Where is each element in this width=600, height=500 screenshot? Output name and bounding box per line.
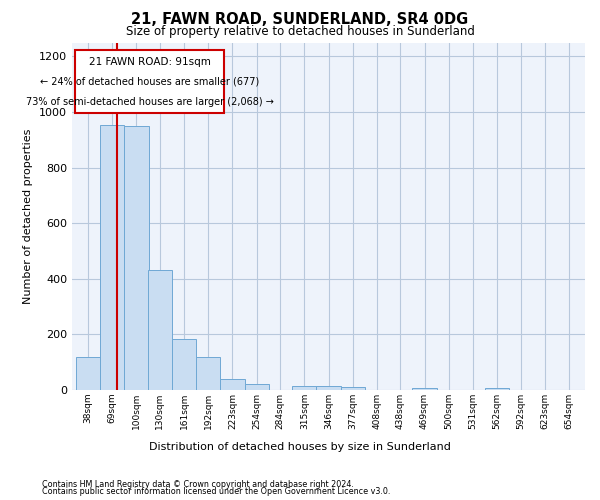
Bar	[292, 386, 316, 390]
Bar	[196, 356, 220, 390]
Text: ← 24% of detached houses are smaller (677): ← 24% of detached houses are smaller (67…	[40, 77, 259, 87]
Bar	[172, 339, 196, 390]
Text: Distribution of detached houses by size in Sunderland: Distribution of detached houses by size …	[149, 442, 451, 452]
Bar	[245, 384, 269, 390]
Bar	[76, 356, 100, 390]
Text: 21, FAWN ROAD, SUNDERLAND, SR4 0DG: 21, FAWN ROAD, SUNDERLAND, SR4 0DG	[131, 12, 469, 28]
Bar	[485, 388, 509, 390]
Text: 73% of semi-detached houses are larger (2,068) →: 73% of semi-detached houses are larger (…	[26, 97, 274, 107]
Bar	[316, 386, 341, 390]
Bar	[220, 379, 245, 390]
Bar	[341, 387, 365, 390]
Bar	[412, 388, 437, 390]
Bar	[124, 126, 149, 390]
Text: Contains HM Land Registry data © Crown copyright and database right 2024.: Contains HM Land Registry data © Crown c…	[42, 480, 354, 489]
Bar	[148, 270, 172, 390]
Bar	[100, 124, 124, 390]
FancyBboxPatch shape	[75, 50, 224, 114]
Y-axis label: Number of detached properties: Number of detached properties	[23, 128, 34, 304]
Text: 21 FAWN ROAD: 91sqm: 21 FAWN ROAD: 91sqm	[89, 56, 211, 66]
Text: Size of property relative to detached houses in Sunderland: Size of property relative to detached ho…	[125, 25, 475, 38]
Text: Contains public sector information licensed under the Open Government Licence v3: Contains public sector information licen…	[42, 488, 391, 496]
